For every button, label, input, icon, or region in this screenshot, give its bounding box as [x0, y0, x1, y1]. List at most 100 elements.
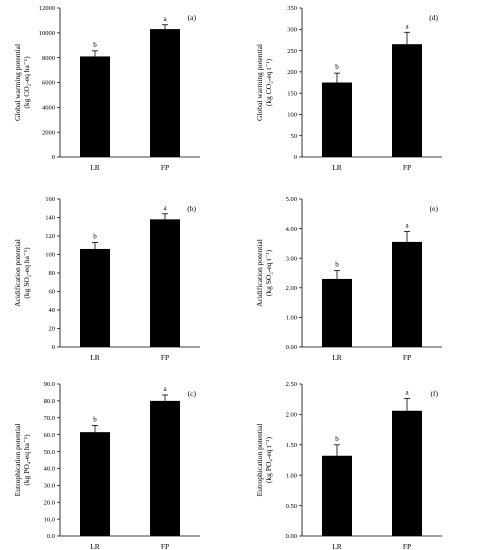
- y-tick-label: 1.50: [286, 442, 297, 449]
- bar: [150, 400, 180, 536]
- y-tick-label: 2.00: [286, 285, 297, 292]
- bar: [322, 455, 352, 536]
- y-axis-label-units: (kg SO₂-eq ha⁻¹): [22, 247, 31, 299]
- y-axis-label: Global warming potential: [255, 44, 264, 121]
- significance-letter: b: [93, 415, 97, 423]
- y-tick-label: 350: [287, 5, 297, 12]
- y-tick-label: 0: [52, 154, 55, 161]
- y-tick-label: 50.0: [44, 449, 55, 456]
- y-tick-label: 2000: [42, 129, 55, 136]
- y-tick-label: 0: [52, 344, 55, 351]
- x-tick-label: FP: [403, 542, 411, 550]
- y-tick-label: 10.0: [44, 516, 55, 523]
- x-tick-label: FP: [403, 353, 411, 362]
- y-tick-label: 0.0: [47, 533, 55, 540]
- y-tick-label: 5.00: [286, 196, 297, 203]
- y-tick-label: 2.00: [286, 412, 297, 419]
- significance-letter: a: [405, 22, 409, 30]
- bar: [80, 248, 110, 347]
- y-tick-label: 20.0: [44, 499, 55, 506]
- y-tick-label: 50: [291, 133, 298, 140]
- y-axis-label: Eutrophication potential: [255, 424, 264, 497]
- y-tick-label: 80.0: [44, 398, 55, 405]
- y-tick-label: 4000: [42, 105, 55, 112]
- y-tick-label: 1.00: [286, 472, 297, 479]
- y-tick-label: 140: [45, 215, 55, 222]
- y-axis-label-units: (kg CO₂-eq ha⁻¹): [22, 56, 31, 109]
- significance-letter: b: [335, 261, 339, 269]
- bar: [322, 278, 352, 347]
- chart-panel: 0 50 100 150 200 250 300 350 b LR a FP (d) Global war…: [255, 5, 442, 172]
- y-tick-label: 250: [287, 48, 297, 55]
- y-tick-label: 40.0: [44, 466, 55, 473]
- y-tick-label: 1.00: [286, 315, 297, 322]
- significance-letter: a: [163, 15, 167, 23]
- significance-letter: b: [93, 41, 97, 49]
- panel-label: (a): [188, 13, 197, 22]
- y-axis-label-units: (kg CO₂-eq t⁻¹): [264, 58, 273, 106]
- significance-letter: a: [163, 204, 167, 212]
- y-tick-label: 0.00: [286, 533, 297, 540]
- chart-panel: 0.00 1.00 2.00 3.00 4.00 5.00 b LR a FP (e) Acidifi…: [255, 196, 442, 362]
- x-tick-label: FP: [161, 163, 169, 172]
- y-tick-label: 0.00: [286, 344, 297, 351]
- y-tick-label: 2.50: [286, 381, 297, 388]
- bar: [80, 432, 110, 536]
- significance-letter: a: [163, 385, 167, 393]
- panel-label: (f): [431, 389, 439, 398]
- x-tick-label: LR: [90, 163, 100, 172]
- y-tick-label: 20: [49, 326, 56, 333]
- panel-label: (e): [430, 204, 439, 213]
- y-tick-label: 120: [45, 233, 55, 240]
- x-tick-label: LR: [332, 163, 342, 172]
- y-tick-label: 160: [45, 196, 55, 203]
- bar: [80, 56, 110, 157]
- y-tick-label: 4.00: [286, 226, 297, 233]
- y-tick-label: 60.0: [44, 432, 55, 439]
- chart-panel: 0.00 0.50 1.00 1.50 2.00 2.50 b LR a FP (f) Eutroph…: [255, 381, 442, 550]
- panel-label: (b): [187, 204, 196, 213]
- y-tick-label: 80: [49, 270, 56, 277]
- chart-panel: 0 2000 4000 6000 8000 10000 12000 b LR a FP (a) Glob…: [13, 5, 200, 172]
- bar: [322, 82, 352, 157]
- panel-label: (d): [429, 13, 438, 22]
- chart-panel: 0.0 10.0 20.0 30.0 40.0 50.0 60.0 70.0 80.0 90.0 b…: [13, 381, 200, 550]
- panel-label: (c): [188, 389, 197, 398]
- significance-letter: a: [405, 389, 409, 397]
- chart-panel: 0 20 40 60 80 100 120 140 160 b LR a FP (b) Acidificat…: [13, 196, 200, 362]
- x-tick-label: FP: [161, 542, 169, 550]
- y-tick-label: 3.00: [286, 255, 297, 262]
- significance-letter: a: [405, 222, 409, 230]
- x-tick-label: LR: [332, 353, 342, 362]
- y-tick-label: 0: [294, 154, 297, 161]
- bar: [392, 44, 422, 157]
- significance-letter: b: [335, 63, 339, 71]
- x-tick-label: LR: [90, 353, 100, 362]
- y-tick-label: 0.50: [286, 503, 297, 510]
- y-tick-label: 60: [49, 289, 56, 296]
- y-axis-label: Acidification potential: [13, 239, 22, 307]
- y-tick-label: 100: [287, 112, 297, 119]
- y-tick-label: 10000: [39, 30, 55, 37]
- x-tick-label: LR: [90, 542, 100, 550]
- y-axis-label: Eutrophication potential: [13, 424, 22, 497]
- y-tick-label: 100: [45, 252, 55, 259]
- y-tick-label: 300: [287, 26, 297, 33]
- bar: [150, 29, 180, 157]
- y-tick-label: 40: [49, 307, 56, 314]
- significance-letter: b: [335, 435, 339, 443]
- x-tick-label: FP: [161, 353, 169, 362]
- y-tick-label: 90.0: [44, 381, 55, 388]
- significance-letter: b: [93, 232, 97, 240]
- y-tick-label: 12000: [39, 5, 55, 12]
- x-tick-label: LR: [332, 542, 342, 550]
- y-tick-label: 70.0: [44, 415, 55, 422]
- y-axis-label: Global warming potential: [13, 44, 22, 121]
- y-axis-label-units: (kg SO₂-eq t⁻¹): [264, 249, 273, 296]
- bar: [150, 219, 180, 347]
- bar: [392, 410, 422, 536]
- y-tick-label: 6000: [42, 80, 55, 87]
- y-tick-label: 200: [287, 69, 297, 76]
- y-axis-label-units: (kg PO₄-eq ha⁻¹): [22, 434, 31, 486]
